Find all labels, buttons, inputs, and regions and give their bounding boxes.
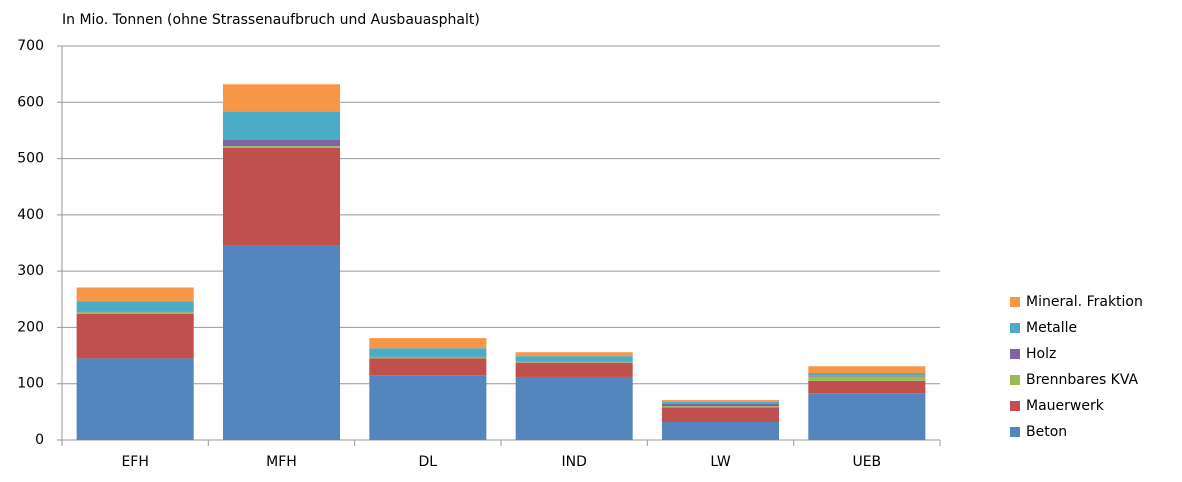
legend-swatch — [1010, 297, 1020, 307]
bar-segment — [76, 313, 194, 359]
bar-segment — [222, 84, 341, 112]
bar-segment — [76, 301, 194, 312]
bar-segment — [369, 357, 487, 359]
x-tick-label: MFH — [266, 454, 297, 470]
legend-label: Beton — [1026, 424, 1067, 440]
legend-swatch — [1010, 323, 1020, 333]
bar-segment — [222, 146, 341, 148]
bar-segment — [515, 352, 633, 357]
legend-label: Brennbares KVA — [1026, 372, 1139, 388]
legend-label: Mauerwerk — [1026, 398, 1105, 414]
legend-label: Metalle — [1026, 320, 1077, 336]
legend-swatch — [1010, 375, 1020, 385]
bar-segment — [808, 375, 926, 377]
bar-segment — [369, 348, 487, 357]
x-tick-label: DL — [419, 454, 438, 470]
y-tick-label: 600 — [17, 94, 44, 110]
bar-segment — [222, 111, 341, 140]
x-tick-label: IND — [561, 454, 586, 470]
bar-segment — [661, 401, 780, 404]
bar-segment — [222, 139, 341, 147]
bar-segment — [222, 245, 341, 440]
bar-segment — [661, 403, 780, 407]
legend-label: Mineral. Fraktion — [1026, 294, 1143, 310]
y-tick-label: 0 — [35, 432, 44, 448]
x-tick-label: LW — [710, 454, 731, 470]
y-tick-label: 400 — [17, 207, 44, 223]
bar-segment — [808, 380, 926, 394]
bar-segment — [76, 358, 194, 440]
y-tick-label: 300 — [17, 263, 44, 279]
bar-segment — [76, 311, 194, 313]
bar-segment — [369, 358, 487, 376]
bar-segment — [661, 406, 780, 408]
y-tick-label: 700 — [17, 38, 44, 54]
bar-segment — [369, 375, 487, 440]
x-tick-label: UEB — [852, 454, 881, 470]
bar-segment — [369, 356, 487, 358]
bar-segment — [808, 376, 926, 381]
x-tick-label: EFH — [121, 454, 148, 470]
bar-segment — [222, 147, 341, 246]
y-tick-label: 500 — [17, 151, 44, 167]
legend-swatch — [1010, 427, 1020, 437]
legend-label: Holz — [1026, 346, 1056, 362]
bar-segment — [515, 362, 633, 363]
bar-segment — [369, 338, 487, 349]
bar-segment — [76, 312, 194, 314]
bar-segment — [808, 366, 926, 374]
chart-title: In Mio. Tonnen (ohne Strassenaufbruch un… — [62, 12, 480, 28]
y-tick-label: 100 — [17, 376, 44, 392]
bar-segment — [808, 393, 926, 440]
bar-segment — [76, 287, 194, 302]
bar-segment — [661, 407, 780, 422]
bar-segment — [661, 421, 780, 440]
legend-swatch — [1010, 349, 1020, 359]
bar-segment — [661, 400, 780, 402]
bar-segment — [808, 373, 926, 376]
bar-segment — [515, 362, 633, 377]
y-tick-label: 200 — [17, 319, 44, 335]
legend-swatch — [1010, 401, 1020, 411]
bar-segment — [515, 361, 633, 363]
bar-segment — [515, 356, 633, 362]
bar-segment — [515, 376, 633, 440]
